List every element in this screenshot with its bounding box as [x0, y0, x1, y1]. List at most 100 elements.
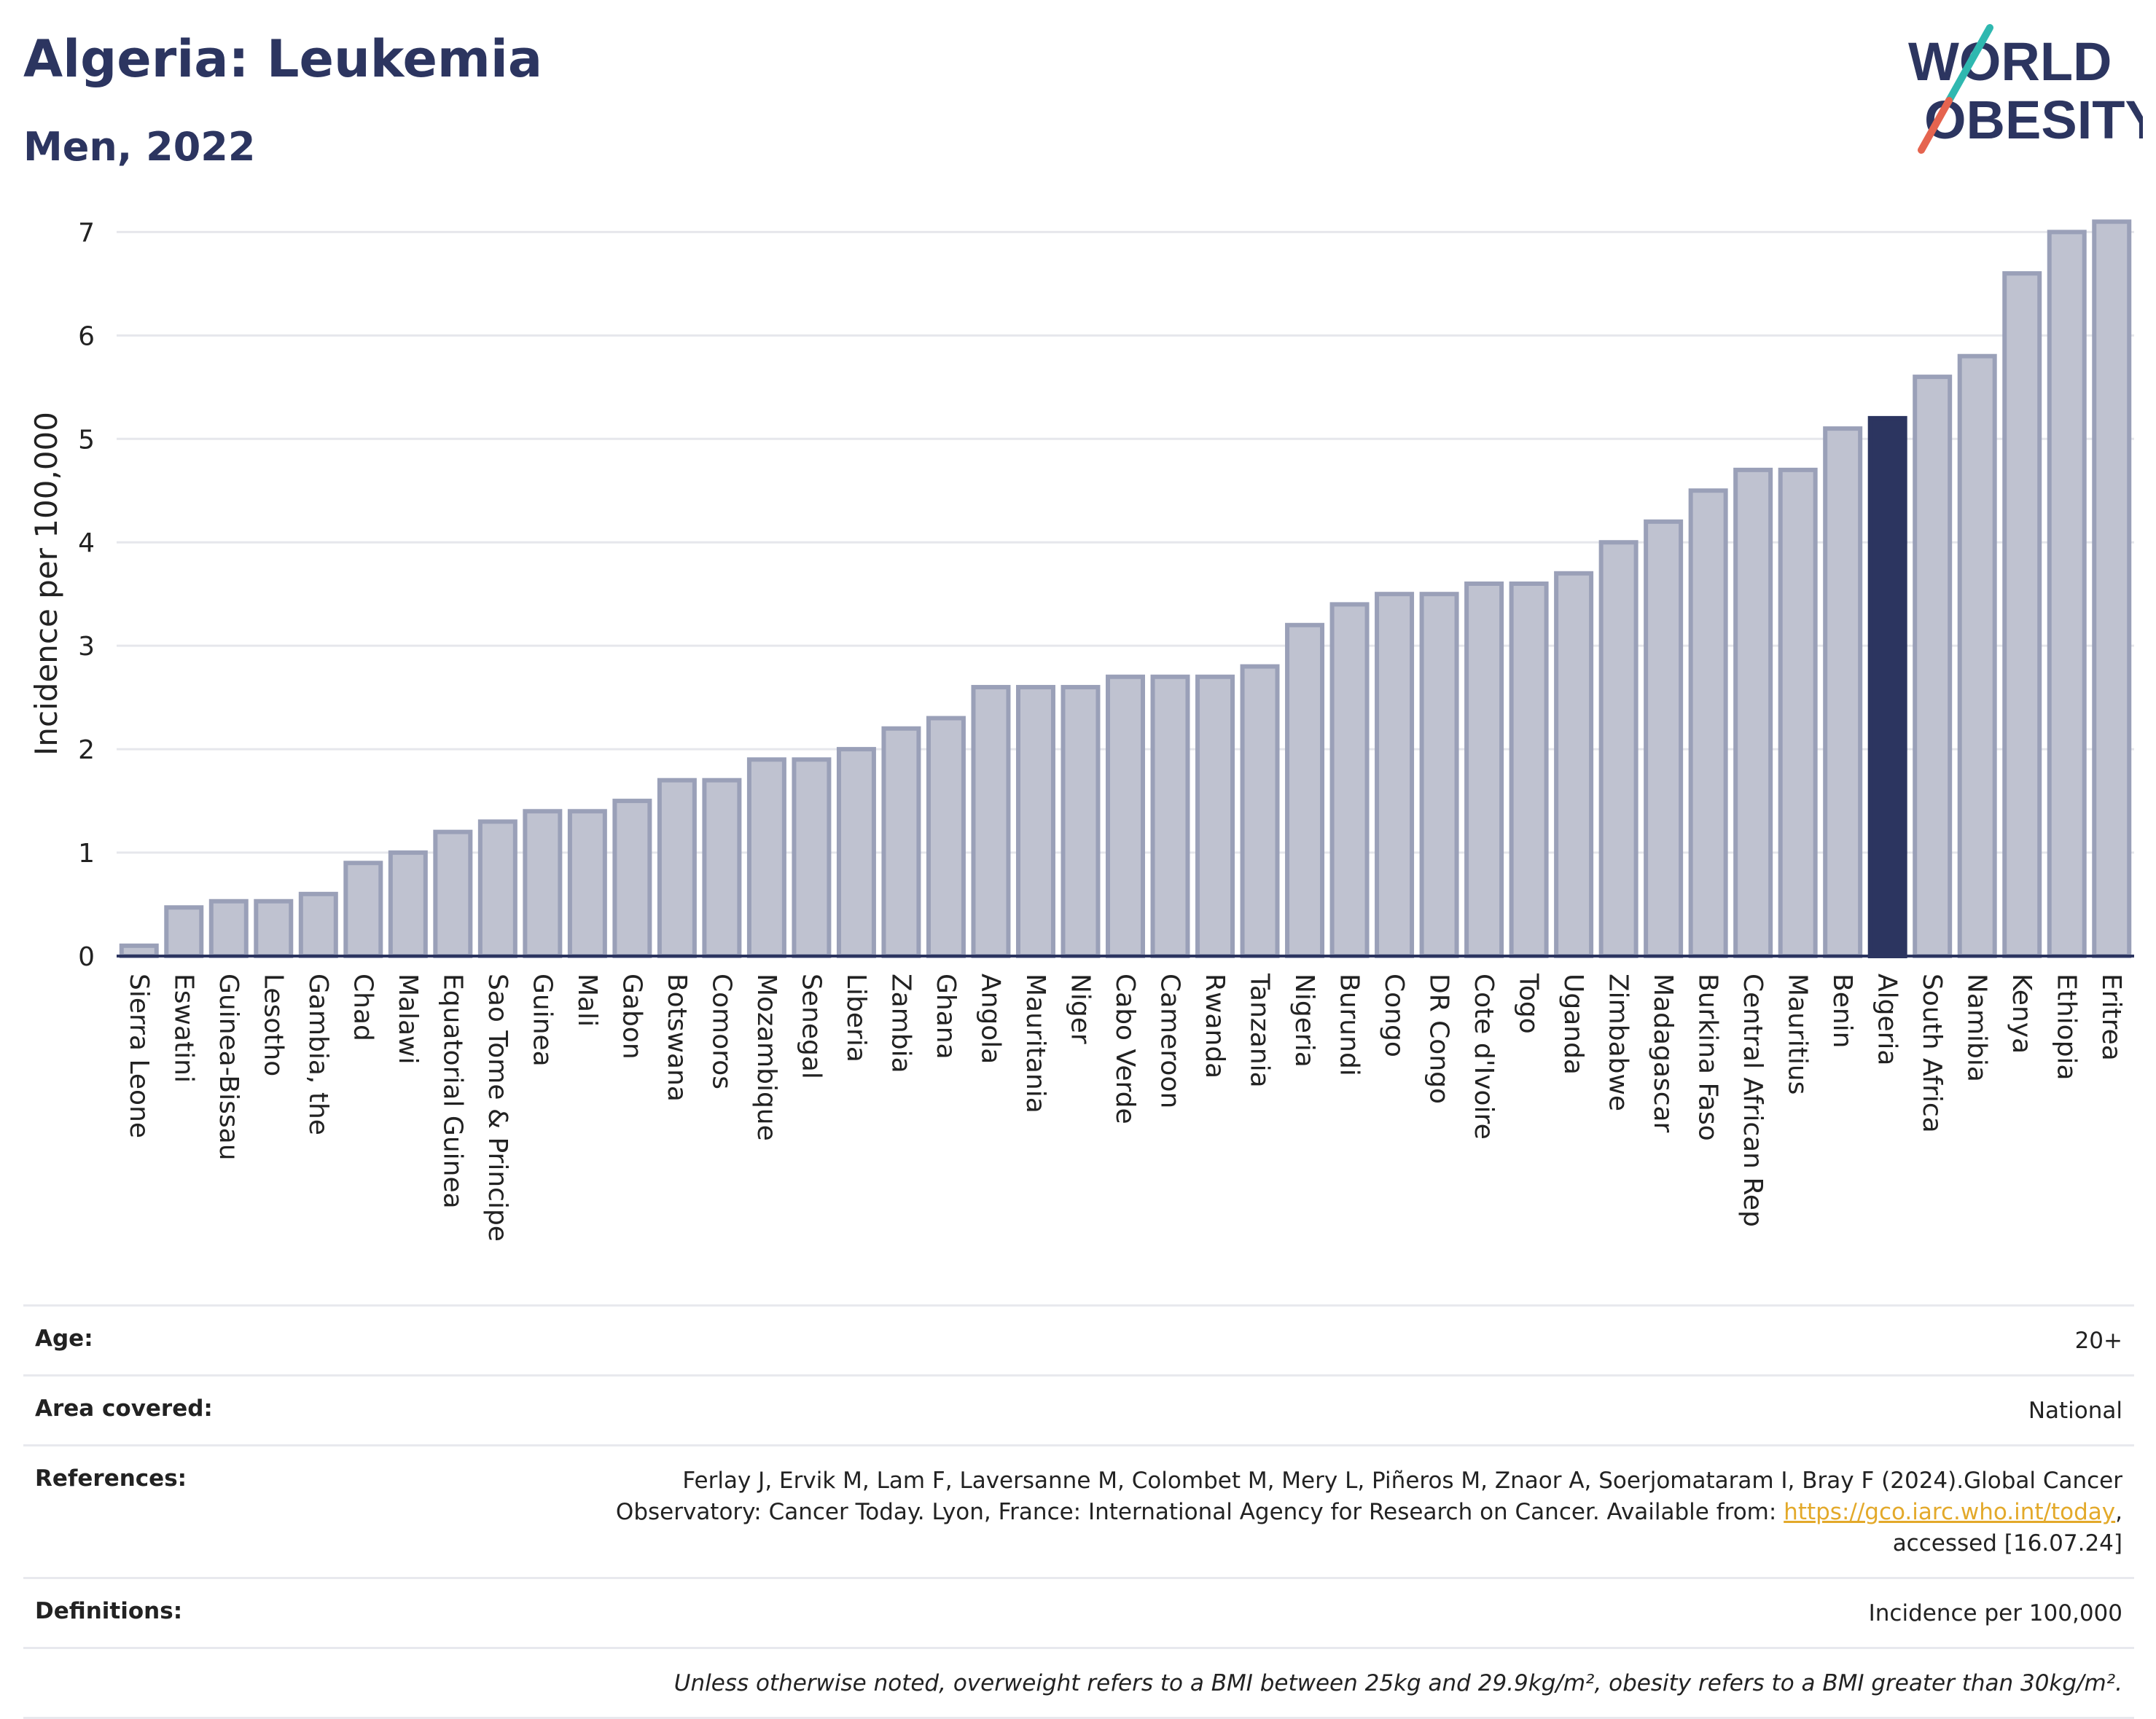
bar-comoros	[702, 778, 742, 959]
bar-benin	[1823, 426, 1863, 959]
x-tick-label: Zambia	[886, 974, 915, 1073]
references-text: Ferlay J, Ervik M, Lam F, Laversanne M, …	[615, 1468, 2122, 1525]
meta-row-references: References: Ferlay J, Ervik M, Lam F, La…	[23, 1444, 2134, 1577]
bar-chart: 0 1 2 3 4 5 6 7 Sierra Leone Eswatini Guinea-Biss…	[28, 218, 2134, 1242]
bar-south-africa	[1913, 375, 1953, 959]
x-tick-label: Mali	[572, 974, 602, 1027]
bar-liberia	[836, 747, 876, 958]
bar-ethiopia	[2047, 230, 2087, 958]
x-axis-labels: Sierra Leone Eswatini Guinea-Bissau Lesotho…	[124, 973, 2126, 1242]
x-tick-label: Zimbabwe	[1604, 974, 1633, 1111]
references-link[interactable]: https://gco.iarc.who.int/today	[1784, 1499, 2116, 1525]
x-tick-label: Angola	[975, 974, 1005, 1064]
bar-madagascar	[1644, 519, 1684, 959]
y-tick-label: 7	[78, 218, 95, 248]
x-tick-label: Cabo Verde	[1110, 974, 1140, 1124]
x-tick-label: Guinea	[527, 974, 557, 1067]
x-tick-label: Liberia	[841, 974, 871, 1062]
bar-senegal	[792, 757, 832, 958]
y-tick-label: 1	[78, 839, 95, 869]
x-tick-label: Guinea-Bissau	[214, 974, 243, 1161]
x-tick-label: Madagascar	[1648, 974, 1678, 1133]
bar-ghana	[926, 716, 966, 958]
bar-congo	[1375, 592, 1415, 958]
y-tick-label: 2	[78, 735, 95, 765]
age-value: 20+	[2074, 1328, 2122, 1354]
x-tick-label: Congo	[1379, 974, 1409, 1057]
bar-cabo-verde	[1106, 674, 1145, 958]
bar-equatorial-guinea	[433, 829, 473, 959]
bar-namibia	[1957, 353, 1997, 958]
bar-togo	[1509, 582, 1549, 958]
x-tick-label: Lesotho	[258, 974, 288, 1076]
x-tick-label: Togo	[1514, 973, 1544, 1034]
bar-gabon	[612, 799, 652, 958]
y-tick-label: 5	[78, 425, 95, 455]
x-tick-label: Botswana	[662, 974, 692, 1102]
y-tick-label: 3	[78, 632, 95, 662]
x-tick-label: Mauritius	[1783, 974, 1813, 1095]
x-tick-label: Comoros	[706, 974, 736, 1089]
bar-cote-d-ivoire	[1464, 582, 1504, 958]
x-tick-label: Niger	[1065, 974, 1095, 1044]
x-tick-label: Mauritania	[1020, 974, 1050, 1113]
logo-slash-teal	[1945, 24, 1993, 104]
x-tick-label: South Africa	[1917, 974, 1947, 1133]
bar-mauritius	[1778, 467, 1818, 959]
x-tick-label: Gabon	[617, 974, 647, 1060]
x-tick-label: Burkina Faso	[1693, 974, 1723, 1141]
bar-angola	[971, 684, 1011, 958]
page-title: Algeria: Leukemia	[23, 29, 543, 89]
x-tick-label: Gambia, the	[303, 974, 333, 1135]
x-tick-label: Ethiopia	[2052, 974, 2082, 1081]
x-tick-label: Central African Rep	[1738, 974, 1768, 1227]
bar-mauritania	[1015, 684, 1055, 958]
x-tick-label: Algeria	[1872, 974, 1902, 1066]
x-tick-label: Senegal	[796, 974, 826, 1079]
bar-rwanda	[1195, 674, 1235, 958]
logo-slash-coral	[1918, 97, 1953, 154]
x-tick-label: Cameroon	[1155, 974, 1185, 1108]
x-tick-label: Uganda	[1558, 974, 1588, 1075]
bars	[119, 219, 2132, 959]
bar-eritrea	[2092, 219, 2132, 958]
bar-guinea-bissau	[208, 898, 249, 959]
y-tick-label: 4	[78, 528, 95, 558]
bar-malawi	[388, 850, 428, 958]
bar-zambia	[881, 726, 921, 958]
references-value: Ferlay J, Ervik M, Lam F, Laversanne M, …	[592, 1465, 2122, 1559]
x-tick-label: Nigeria	[1289, 974, 1319, 1068]
y-tick-label: 0	[78, 942, 95, 972]
meta-row-area: Area covered: National	[23, 1374, 2134, 1444]
bmi-note: Unless otherwise noted, overweight refer…	[673, 1670, 2122, 1696]
x-tick-label: Benin	[1827, 974, 1857, 1048]
x-tick-label: Burundi	[1335, 974, 1364, 1076]
bar-kenya	[2002, 271, 2042, 958]
y-axis-ticks: 0 1 2 3 4 5 6 7	[78, 218, 95, 972]
x-tick-label: Sierra Leone	[124, 974, 154, 1138]
meta-row-note: Unless otherwise noted, overweight refer…	[23, 1647, 2134, 1719]
metadata-table: Age: 20+ Area covered: National Referenc…	[23, 1304, 2134, 1719]
bar-gambia-the	[298, 891, 338, 958]
world-obesity-logo: WORLD OBESITY	[1908, 24, 2143, 154]
area-value: National	[2028, 1398, 2122, 1424]
bar-central-african-rep	[1733, 467, 1773, 959]
bar-cameroon	[1150, 674, 1190, 958]
bar-dr-congo	[1419, 592, 1459, 958]
definitions-value: Incidence per 100,000	[1868, 1600, 2122, 1626]
x-tick-label: Equatorial Guinea	[437, 974, 467, 1209]
y-tick-label: 6	[78, 321, 95, 351]
x-tick-label: Malawi	[393, 974, 423, 1065]
x-tick-label: Namibia	[1962, 974, 1992, 1082]
bar-chad	[343, 861, 383, 958]
bar-uganda	[1554, 571, 1594, 958]
bar-sierra-leone	[119, 943, 159, 958]
x-tick-label: Kenya	[2007, 974, 2036, 1054]
x-tick-label: Rwanda	[1200, 974, 1230, 1078]
bar-lesotho	[254, 898, 294, 959]
bar-tanzania	[1240, 664, 1280, 958]
definitions-label: Definitions:	[35, 1598, 183, 1624]
age-label: Age:	[35, 1326, 93, 1352]
bar-burkina-faso	[1688, 488, 1728, 958]
bar-eswatini	[164, 905, 204, 959]
